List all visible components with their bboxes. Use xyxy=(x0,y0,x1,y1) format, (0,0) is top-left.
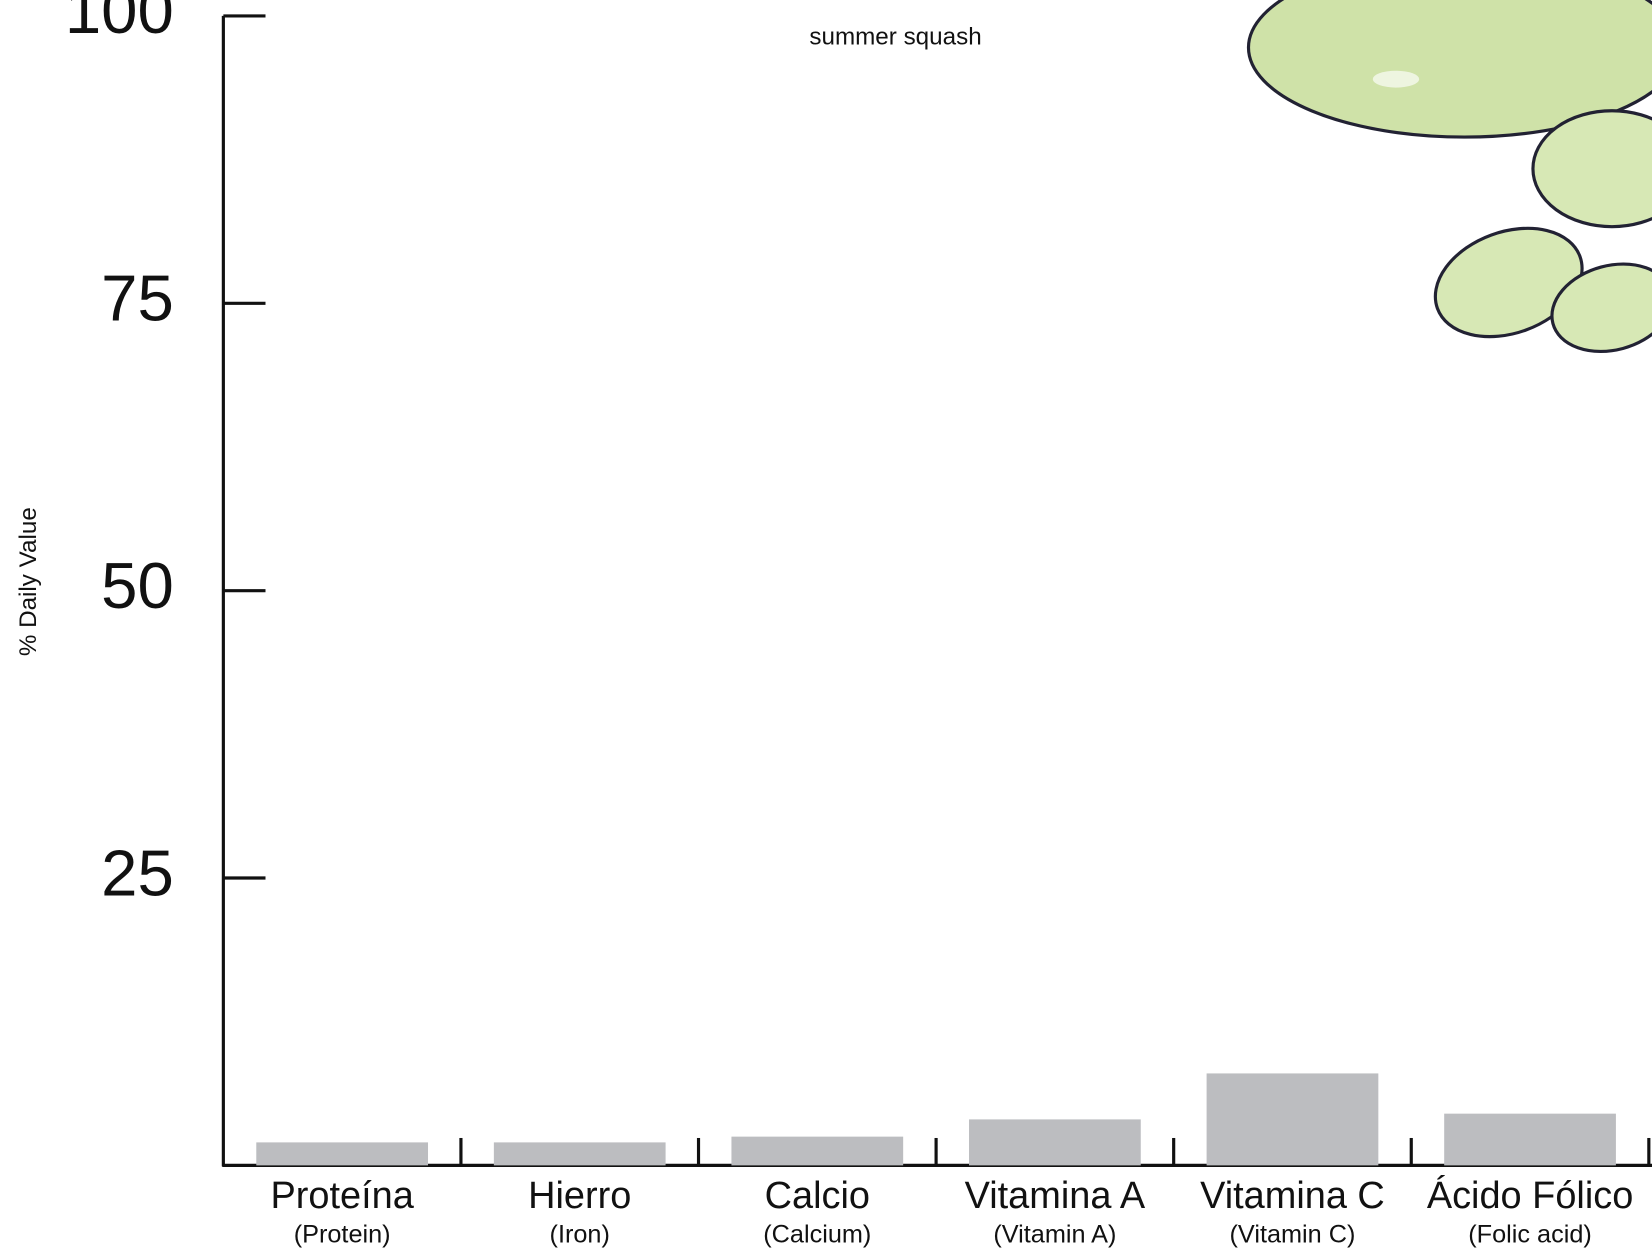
x-tick-sublabel: (Iron) xyxy=(550,1221,610,1249)
chart-title: summer squash xyxy=(809,23,981,50)
y-tick-label: 100 xyxy=(65,0,174,47)
bar xyxy=(494,1142,666,1165)
bar xyxy=(731,1137,903,1166)
y-tick-label: 25 xyxy=(101,836,174,909)
bar xyxy=(1207,1073,1379,1165)
x-tick-label: Proteína xyxy=(270,1175,414,1217)
y-tick-label: 75 xyxy=(101,262,174,335)
x-tick-sublabel: (Folic acid) xyxy=(1468,1221,1592,1249)
chart: summer squash % Daily Value 25 50 75 100 Pro… xyxy=(0,0,1652,1254)
y-axis-label: % Daily Value xyxy=(15,507,42,656)
bar xyxy=(1444,1114,1616,1166)
bar xyxy=(969,1119,1141,1165)
bar xyxy=(256,1142,428,1165)
x-tick-label: Hierro xyxy=(528,1175,631,1217)
squash-illustration xyxy=(1248,0,1652,364)
x-tick-label: Vitamina A xyxy=(965,1175,1146,1217)
x-tick-sublabel: (Protein) xyxy=(294,1221,391,1249)
x-tick-label: Calcio xyxy=(765,1175,870,1217)
x-tick-sublabel: (Calcium) xyxy=(763,1221,871,1249)
x-tick-sublabel: (Vitamin C) xyxy=(1230,1221,1356,1249)
y-tick-label: 50 xyxy=(101,549,174,622)
x-tick-label: Vitamina C xyxy=(1200,1175,1385,1217)
x-tick-label: Ácido Fólico xyxy=(1427,1174,1633,1217)
x-tick-sublabel: (Vitamin A) xyxy=(993,1221,1116,1249)
